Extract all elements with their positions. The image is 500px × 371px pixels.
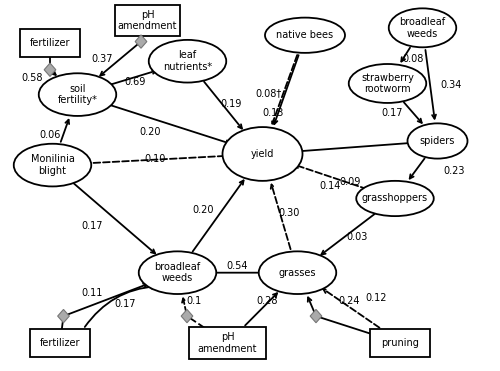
FancyBboxPatch shape [20, 29, 80, 57]
Text: 0.34: 0.34 [440, 81, 462, 90]
Polygon shape [310, 309, 322, 323]
FancyBboxPatch shape [189, 328, 266, 359]
Text: 0.23: 0.23 [444, 166, 465, 175]
Text: broadleaf
weeds: broadleaf weeds [154, 262, 200, 283]
Text: broadleaf
weeds: broadleaf weeds [400, 17, 446, 39]
FancyBboxPatch shape [115, 5, 180, 36]
Ellipse shape [349, 64, 426, 103]
Text: native bees: native bees [276, 30, 334, 40]
Text: 0.17: 0.17 [82, 221, 104, 231]
Ellipse shape [356, 181, 434, 216]
Text: 0.19: 0.19 [220, 99, 242, 109]
Text: 0.24: 0.24 [338, 296, 360, 305]
Text: 0.13: 0.13 [262, 108, 283, 118]
Text: 0.30: 0.30 [278, 209, 299, 218]
Text: 0.12: 0.12 [365, 293, 387, 302]
Ellipse shape [14, 144, 91, 186]
Ellipse shape [259, 252, 336, 294]
Text: 0.37: 0.37 [92, 55, 113, 64]
Text: 0.11: 0.11 [82, 288, 103, 298]
Text: 0.17: 0.17 [114, 299, 136, 309]
Polygon shape [44, 63, 56, 76]
Ellipse shape [149, 40, 226, 83]
Text: Monilinia
blight: Monilinia blight [30, 154, 74, 176]
Text: 0.69: 0.69 [124, 77, 146, 86]
Text: strawberry
rootworm: strawberry rootworm [361, 73, 414, 94]
Text: 0.10: 0.10 [144, 154, 166, 164]
Text: 0.14: 0.14 [320, 181, 340, 190]
Text: yield: yield [251, 149, 274, 159]
Text: grasses: grasses [279, 268, 316, 278]
Text: 0.20: 0.20 [193, 205, 214, 214]
Polygon shape [135, 35, 147, 48]
Ellipse shape [389, 8, 456, 47]
Text: 0.03: 0.03 [347, 233, 368, 242]
Text: 0.17: 0.17 [382, 108, 403, 118]
Ellipse shape [39, 73, 116, 116]
FancyBboxPatch shape [30, 329, 90, 357]
Text: leaf
nutrients*: leaf nutrients* [163, 50, 212, 72]
Text: 0.58: 0.58 [22, 73, 44, 83]
Ellipse shape [139, 252, 216, 294]
Ellipse shape [222, 127, 302, 181]
Text: 0.1: 0.1 [186, 296, 202, 305]
Text: 0.09: 0.09 [340, 177, 360, 187]
Text: 0.06: 0.06 [40, 130, 60, 139]
Text: soil
fertility*: soil fertility* [58, 84, 98, 105]
Text: spiders: spiders [420, 136, 455, 146]
Polygon shape [58, 309, 70, 323]
Ellipse shape [408, 124, 468, 159]
Text: pH
amendment: pH amendment [198, 332, 257, 354]
Text: 0.08: 0.08 [402, 55, 423, 64]
Ellipse shape [265, 18, 345, 53]
Text: 0.54: 0.54 [227, 262, 248, 271]
Text: pruning: pruning [381, 338, 419, 348]
Text: fertilizer: fertilizer [40, 338, 80, 348]
Text: 0.28: 0.28 [257, 296, 278, 306]
Text: 0.08†: 0.08† [256, 88, 281, 98]
FancyBboxPatch shape [370, 329, 430, 357]
Text: grasshoppers: grasshoppers [362, 194, 428, 203]
Polygon shape [181, 309, 193, 323]
Text: pH
amendment: pH amendment [118, 10, 177, 31]
Text: fertilizer: fertilizer [30, 38, 70, 47]
Text: 0.20: 0.20 [139, 127, 161, 137]
